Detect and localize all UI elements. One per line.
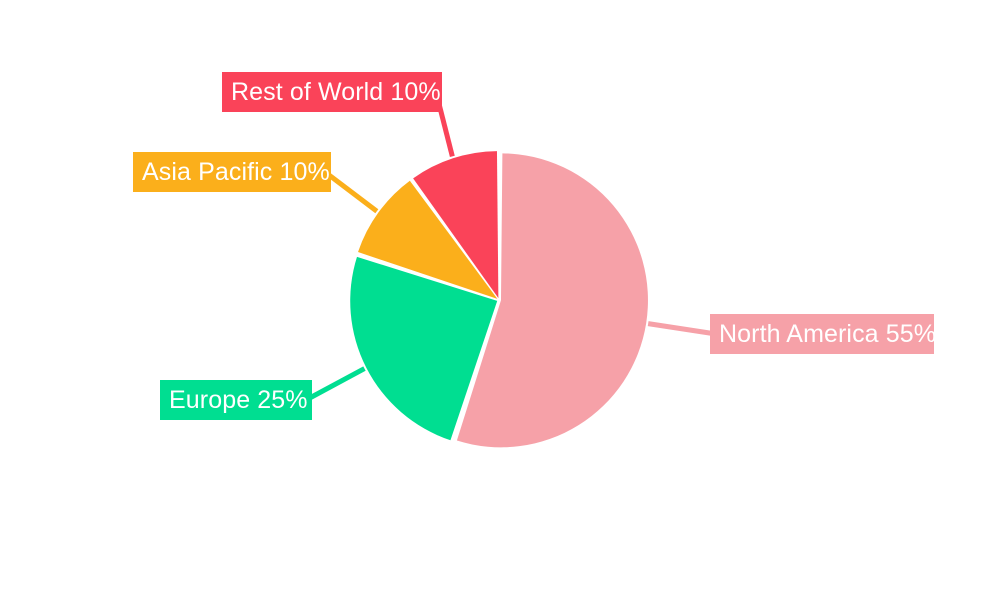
pie-label-text-rest-of-world: Rest of World 10%	[231, 77, 441, 106]
pie-slice-rest-of-world[interactable]	[413, 151, 499, 299]
pie-label-rest-of-world: Rest of World 10%	[222, 72, 442, 112]
leader-line-north-america	[647, 321, 717, 337]
pie-slice-europe[interactable]	[350, 256, 498, 441]
pie-slices	[350, 151, 648, 448]
pie-label-europe: Europe 25%	[160, 380, 312, 420]
pie-label-north-america: North America 55%	[710, 314, 936, 354]
pie-slice-north-america[interactable]	[456, 153, 648, 448]
pie-label-text-north-america: North America 55%	[719, 319, 937, 348]
pie-label-asia-pacific: Asia Pacific 10%	[133, 152, 331, 192]
leader-line-asia-pacific	[323, 170, 379, 214]
pie-label-text-europe: Europe 25%	[169, 385, 308, 414]
leader-line-europe	[304, 366, 366, 403]
pie-label-text-asia-pacific: Asia Pacific 10%	[142, 157, 330, 186]
pie-slice-asia-pacific[interactable]	[358, 180, 498, 299]
